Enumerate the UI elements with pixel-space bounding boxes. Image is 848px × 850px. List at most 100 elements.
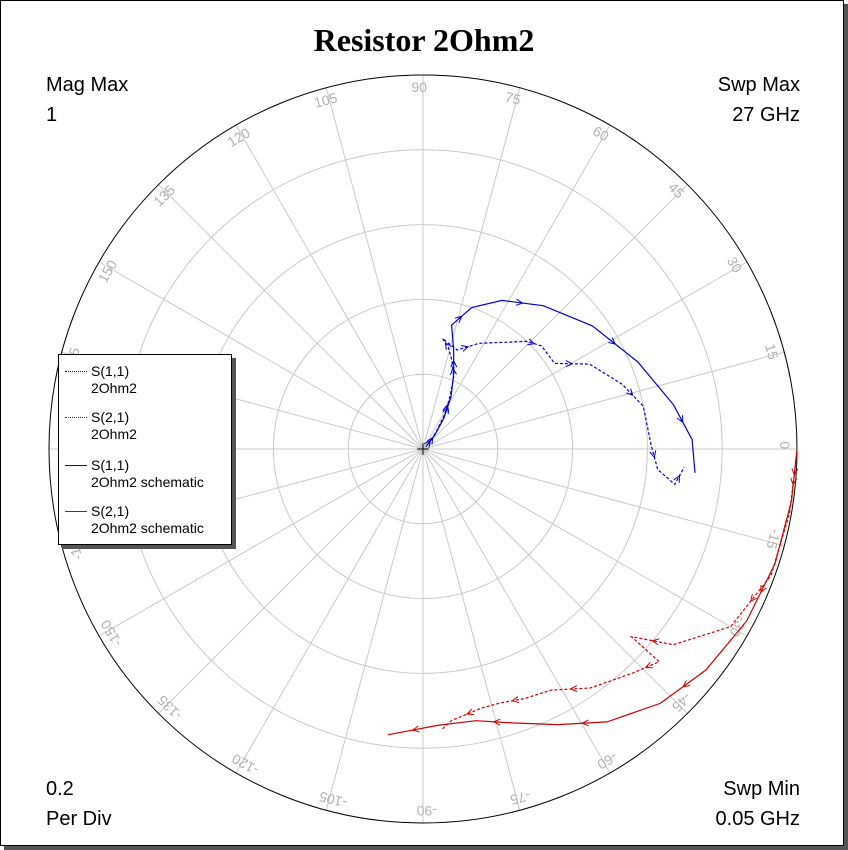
trace-arrow	[676, 415, 684, 424]
grid-spoke	[235, 448, 424, 774]
mag-max-value: 1	[46, 104, 58, 126]
trace-arrow	[442, 406, 449, 415]
trace-arrow	[750, 594, 758, 602]
legend-series-name: S(1,1)	[91, 457, 130, 473]
trace-arrow	[461, 345, 470, 352]
legend-item: S(2,1) 2Ohm2 schematic	[63, 501, 231, 545]
legend-series-name: S(1,1)	[91, 363, 130, 379]
angle-tick-label: 15	[762, 342, 782, 361]
trace-arrow	[649, 450, 657, 459]
angle-tick-label: -90	[416, 803, 436, 819]
traces	[387, 298, 799, 736]
trace-arrow	[565, 360, 574, 368]
legend-series-sub: 2Ohm2	[91, 380, 137, 396]
trace-arrow	[673, 474, 681, 483]
trace-arrow	[449, 367, 457, 376]
trace-arrow	[515, 298, 524, 306]
polar-grid	[48, 74, 798, 824]
legend-series-sub: 2Ohm2 schematic	[91, 474, 204, 490]
swp-max-value: 27 GHz	[732, 104, 800, 126]
trace-arrow	[682, 680, 691, 688]
angle-tick-label: -15	[763, 527, 784, 551]
grid-spoke	[422, 448, 521, 811]
grid-ring	[347, 373, 499, 525]
legend-series-name: S(2,1)	[91, 409, 130, 425]
trace-arrow	[760, 585, 767, 594]
per-div-readout: 0.2 Per Div	[46, 774, 112, 834]
swp-min-label: Swp Min	[723, 778, 800, 800]
trace-arrow	[651, 638, 660, 646]
grid-spoke	[325, 448, 424, 811]
angle-tick-label: 0	[777, 441, 793, 449]
trace-arrow	[444, 341, 452, 350]
legend-item: S(1,1) 2Ohm2	[63, 361, 231, 405]
legend-swatch	[65, 465, 87, 466]
trace-arrow	[608, 337, 617, 345]
grid-spoke	[98, 261, 424, 450]
grid-spoke	[422, 124, 611, 450]
grid-spoke	[98, 448, 424, 637]
trace-line	[428, 338, 685, 486]
angle-tick-label: 75	[503, 88, 522, 108]
trace-line	[425, 299, 696, 473]
angle-tick-label: 105	[312, 89, 339, 111]
trace-arrow	[527, 338, 536, 346]
trace-arrow	[492, 718, 501, 726]
grid-spoke	[422, 87, 521, 450]
grid-spoke	[422, 261, 748, 450]
legend-swatch	[65, 371, 87, 372]
angle-tick-label: 45	[665, 179, 687, 201]
grid-spoke	[235, 124, 424, 450]
grid-spoke	[422, 184, 688, 450]
grid-spoke	[422, 448, 785, 547]
trace-arrow	[411, 725, 420, 733]
legend-series-sub: 2Ohm2 schematic	[91, 520, 204, 536]
trace-arrow	[791, 468, 799, 477]
angle-tick-label: 135	[150, 182, 178, 210]
angle-tick-label: 30	[724, 254, 746, 276]
angle-tick-label: 60	[590, 123, 612, 145]
trace-line	[387, 448, 798, 736]
trace-arrow	[466, 708, 475, 716]
trace-arrow	[450, 359, 458, 368]
trace-line	[442, 455, 798, 730]
swp-max-readout: Swp Max 27 GHz	[718, 70, 800, 130]
trace-arrow	[423, 439, 432, 448]
angle-tick-label: 150	[95, 257, 121, 285]
legend-series-sub: 2Ohm2	[91, 426, 137, 442]
mag-max-label: Mag Max	[46, 74, 129, 96]
legend-swatch	[65, 511, 87, 512]
grid-ring	[272, 298, 574, 600]
legend-series-name: S(2,1)	[91, 503, 130, 519]
trace-arrow	[569, 685, 578, 693]
angle-tick-label: -45	[669, 690, 695, 716]
per-div-value: 0.2	[46, 778, 74, 800]
angle-tick-label: 90	[411, 79, 427, 95]
swp-max-label: Swp Max	[717, 74, 800, 96]
mag-max-readout: Mag Max 1	[46, 70, 128, 130]
angle-tick-label: -150	[97, 617, 125, 649]
trace-arrow	[511, 696, 520, 704]
per-div-label: Per Div	[46, 808, 112, 830]
trace-arrow	[454, 315, 463, 323]
grid-spoke	[422, 448, 611, 774]
legend-item: S(1,1) 2Ohm2 schematic	[63, 455, 231, 499]
swp-min-readout: Swp Min 0.05 GHz	[716, 774, 800, 834]
trace-arrow	[581, 719, 589, 727]
grid-spoke	[325, 87, 424, 450]
chart-title: Resistor 2Ohm2	[313, 22, 535, 58]
angle-tick-label: -105	[317, 788, 348, 811]
swp-min-value: 0.05 GHz	[715, 808, 800, 830]
legend-item: S(2,1) 2Ohm2	[63, 407, 231, 451]
legend-swatch	[65, 417, 87, 418]
trace-arrow	[644, 661, 653, 669]
angle-tick-label: -75	[508, 788, 532, 809]
angle-tick-label: -120	[229, 751, 261, 779]
trace-arrow	[626, 388, 634, 397]
grid-spoke	[158, 448, 424, 714]
grid-spoke	[158, 184, 424, 450]
angle-tick-label: -135	[154, 692, 185, 723]
grid-spoke	[422, 448, 688, 714]
grid-spoke	[422, 448, 748, 637]
grid-spoke	[422, 351, 785, 450]
